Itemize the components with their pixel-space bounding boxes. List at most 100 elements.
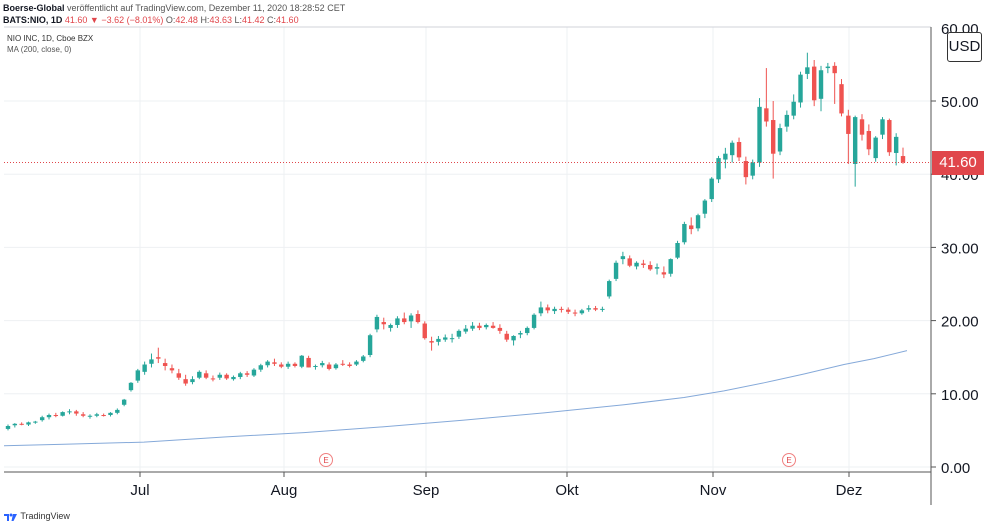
candle-body: [60, 412, 65, 416]
candle-body: [627, 258, 632, 266]
candle-body: [53, 415, 59, 417]
candle-body: [197, 371, 202, 378]
candle-body: [142, 364, 147, 372]
price-tick-label: 10.00: [941, 387, 979, 404]
candle-body: [94, 414, 100, 416]
candle-body: [682, 223, 687, 243]
candle-body: [641, 263, 646, 265]
candle-body: [545, 307, 550, 311]
candle-body: [265, 361, 270, 366]
candle-body: [67, 411, 72, 413]
candle-body: [607, 281, 612, 297]
symbol-label: BATS:NIO, 1D: [3, 15, 63, 25]
candle-body: [757, 106, 762, 163]
candle-body: [162, 363, 168, 366]
candle-body: [238, 373, 243, 377]
candle-body: [634, 262, 639, 267]
candle-body: [736, 141, 742, 158]
candle-body: [784, 114, 790, 127]
candle-body: [702, 200, 708, 214]
candle-body: [880, 119, 885, 135]
candle-body: [620, 256, 626, 260]
moving-average-line: [3, 350, 908, 447]
candle-body: [367, 335, 373, 356]
header-bar: Boerse-Global veröffentlicht auf Trading…: [0, 0, 1000, 26]
candle-body: [279, 364, 284, 367]
chart-legend-title: NIO INC, 1D, Cboe BZX: [7, 34, 94, 43]
candle-body: [811, 66, 817, 101]
candle-body: [306, 357, 311, 368]
candle-body: [87, 415, 93, 417]
candle-body: [74, 411, 79, 414]
candle-body: [613, 262, 619, 279]
candle-body: [743, 161, 749, 178]
publish-info: Boerse-Global veröffentlicht auf Trading…: [3, 2, 345, 14]
candle-body: [723, 153, 728, 160]
candle-body: [135, 370, 141, 381]
candle-body: [244, 373, 250, 375]
candle-body: [299, 355, 304, 367]
candlesticks: [5, 52, 906, 431]
published-text: veröffentlicht auf TradingView.com, Deze…: [67, 3, 346, 13]
candle-body: [402, 318, 407, 323]
candle-body: [128, 382, 134, 391]
candle-body: [231, 376, 236, 380]
candle-body: [456, 330, 462, 337]
currency-button[interactable]: USD: [947, 32, 982, 62]
tradingview-logo[interactable]: TradingView: [4, 511, 70, 522]
candle-body: [825, 66, 831, 69]
close-value: 41.60: [276, 15, 299, 25]
time-tick-label: Dez: [836, 482, 863, 499]
candle-body: [203, 373, 209, 378]
candle-body: [873, 137, 878, 159]
candle-body: [340, 363, 345, 365]
candle-body: [33, 421, 38, 423]
candle-body: [149, 359, 154, 364]
candle-body: [832, 65, 837, 74]
candle-body: [381, 322, 386, 325]
candle-body: [504, 333, 509, 340]
candle-body: [538, 307, 544, 314]
candle-body: [292, 363, 298, 366]
candle-body: [750, 162, 755, 176]
candle-body: [5, 426, 11, 429]
candle-body: [852, 117, 858, 164]
candle-body: [190, 379, 195, 383]
candle-body: [354, 361, 359, 365]
last-price-tag: 41.60: [932, 151, 984, 175]
ma-200-line: [3, 350, 908, 447]
candle-body: [893, 136, 899, 153]
price-tick-label: 20.00: [941, 314, 979, 331]
candle-body: [654, 267, 660, 269]
candle-body: [572, 312, 578, 314]
publisher-name[interactable]: Boerse-Global: [3, 3, 65, 13]
candle-body: [859, 119, 865, 135]
indicator-legend[interactable]: MA (200, close, 0): [7, 45, 72, 54]
candle-body: [484, 324, 489, 328]
candle-body: [19, 423, 24, 425]
candle-body: [101, 415, 106, 417]
candle-body: [463, 328, 468, 332]
candle-body: [648, 264, 653, 270]
candle-body: [121, 399, 127, 405]
candle-body: [443, 337, 448, 340]
candle-body: [552, 308, 557, 312]
candle-body: [326, 364, 332, 369]
candle-body: [217, 374, 222, 378]
candle-body: [347, 364, 352, 366]
candle-body: [579, 310, 585, 314]
candle-body: [839, 84, 844, 114]
candle-body: [156, 357, 161, 359]
candle-body: [26, 422, 31, 425]
candle-body: [39, 417, 45, 421]
candle-body: [272, 362, 277, 364]
candle-body: [559, 308, 564, 310]
candle-body: [518, 333, 523, 335]
candle-body: [176, 373, 182, 378]
candle-body: [511, 335, 516, 341]
candle-body: [716, 158, 721, 180]
grid-lines: [4, 27, 931, 472]
candle-body: [661, 272, 667, 275]
